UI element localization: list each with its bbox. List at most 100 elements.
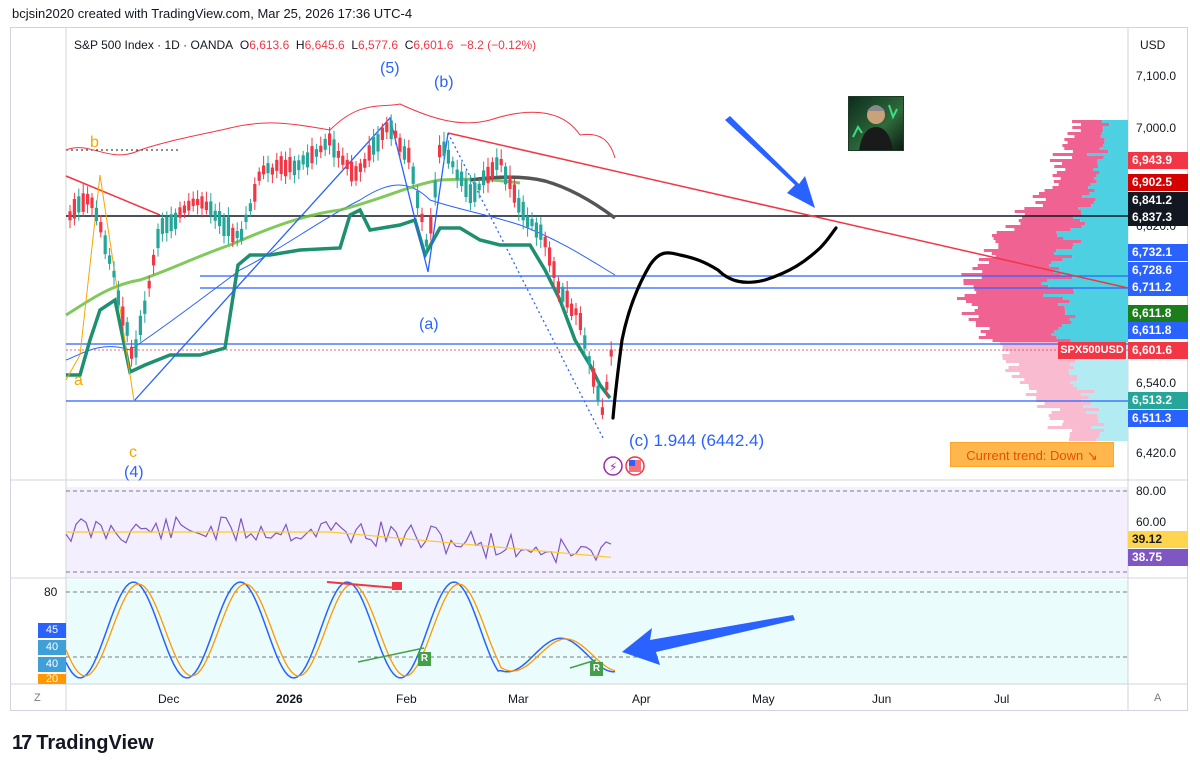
candle-body [398, 137, 402, 152]
volume-profile-bar [1062, 144, 1103, 147]
candle-body [420, 213, 424, 223]
volume-profile-bar [1064, 147, 1100, 150]
volume-profile-bar [998, 243, 1074, 246]
time-tick: May [752, 692, 775, 706]
rsi-tick: 60.00 [1136, 515, 1167, 529]
divergence-badge: R [418, 652, 431, 666]
volume-profile-bar [1064, 138, 1105, 141]
candle-body [178, 207, 182, 218]
symbol-name: S&P 500 Index · 1D · OANDA [74, 38, 234, 52]
stoch-d-value: 40 [38, 640, 66, 655]
volume-profile-bar [1098, 420, 1128, 423]
candle-body [191, 198, 195, 206]
volume-profile-bar [1002, 357, 1062, 360]
candle-body [556, 281, 560, 294]
volume-profile-bar [1080, 393, 1128, 396]
candle-body [530, 218, 534, 226]
volume-profile-bar [1058, 327, 1128, 330]
volume-profile-bar [1020, 222, 1086, 225]
candle-body [552, 261, 556, 278]
volume-profile-bar [1019, 372, 1070, 375]
divergence-badge: R [590, 662, 603, 676]
volume-profile-bar [1049, 159, 1098, 162]
price-label: 6,902.5 [1128, 174, 1188, 191]
price-label: 6,611.8 [1128, 305, 1188, 322]
volume-profile-bar [1096, 180, 1128, 183]
time-tick: Apr [632, 692, 651, 706]
candle-body [314, 149, 318, 157]
candle-body [253, 183, 257, 202]
volume-profile-bar [1049, 264, 1128, 267]
candle-body [354, 166, 358, 181]
volume-profile-bar [1073, 216, 1128, 219]
tradingview-logo[interactable]: 17 TradingView [12, 732, 154, 755]
volume-profile-bar [1072, 255, 1128, 258]
volume-profile-bar [1058, 303, 1128, 306]
candle-body [438, 144, 442, 158]
volume-profile-bar [1080, 123, 1110, 126]
volume-profile-bar [1072, 276, 1128, 279]
candle-body [244, 214, 248, 222]
currency-label[interactable]: USD [1140, 38, 1166, 52]
volume-profile-bar [1052, 174, 1097, 177]
stoch-d-line [65, 583, 616, 677]
candle-body [209, 201, 213, 216]
price-label: 6,732.1 [1128, 244, 1188, 261]
candle-body [77, 196, 81, 213]
price-label: 6,837.3 [1128, 209, 1188, 226]
trendline-red-left [65, 175, 161, 216]
candle-body [94, 207, 98, 222]
price-label: 6,513.2 [1128, 392, 1188, 409]
volume-profile-bar [1021, 216, 1074, 219]
volume-profile-bar [1065, 168, 1094, 171]
volume-profile-bar [991, 234, 1057, 237]
volume-profile-bar [1054, 165, 1099, 168]
symbol-tag: SPX500USD [1058, 342, 1126, 359]
volume-profile-bar [1070, 381, 1128, 384]
arrow-left [622, 615, 795, 665]
volume-profile-bar [1045, 198, 1096, 201]
volume-profile-bar [1098, 165, 1128, 168]
volume-profile-bar [1011, 375, 1078, 378]
volume-profile-bar [1009, 351, 1073, 354]
volume-profile-bar [1083, 405, 1128, 408]
volume-profile-bar [961, 273, 1061, 276]
ma-light-green [65, 177, 521, 317]
volume-profile-bar [1051, 261, 1128, 264]
volume-profile-bar [1068, 438, 1097, 441]
volume-profile-bar [1099, 432, 1128, 435]
volume-profile-bar [1102, 144, 1128, 147]
volume-profile-bar [983, 249, 1057, 252]
volume-profile-bar [965, 300, 1070, 303]
candle-body [270, 167, 274, 175]
volume-profile-bar [982, 270, 1054, 273]
volume-profile-bar [1093, 201, 1128, 204]
candle-body [358, 163, 362, 172]
volume-profile-bar [1077, 378, 1128, 381]
zoom-toggle[interactable]: Z [34, 692, 41, 704]
volume-profile-bar [1044, 189, 1095, 192]
volume-profile-bar [1069, 372, 1128, 375]
volume-profile-bar [972, 267, 1059, 270]
close-value: 6,601.6 [413, 38, 454, 52]
volume-profile-bar [1091, 402, 1128, 405]
volume-profile-bar [1024, 213, 1082, 216]
open-value: 6,613.6 [249, 38, 290, 52]
volume-profile-bar [1014, 210, 1081, 213]
volume-profile-bar [1103, 156, 1128, 159]
volume-profile-bar [1080, 129, 1104, 132]
volume-profile-bar [1002, 354, 1075, 357]
stoch-k-value: 45 [38, 623, 66, 638]
price-label: 6,711.2 [1128, 279, 1188, 296]
symbol-legend[interactable]: S&P 500 Index · 1D · OANDA O6,613.6 H6,6… [74, 38, 536, 52]
stoch-tick: 80 [44, 585, 58, 599]
volume-profile-bar [1051, 411, 1087, 414]
candle-body [130, 346, 134, 359]
time-tick: Feb [396, 692, 417, 706]
volume-profile-bar [1049, 417, 1099, 420]
bearish-divergence-line [326, 581, 398, 589]
candle-body [196, 198, 200, 206]
auto-scale-toggle[interactable]: A [1154, 692, 1162, 704]
time-tick: Dec [158, 692, 180, 706]
